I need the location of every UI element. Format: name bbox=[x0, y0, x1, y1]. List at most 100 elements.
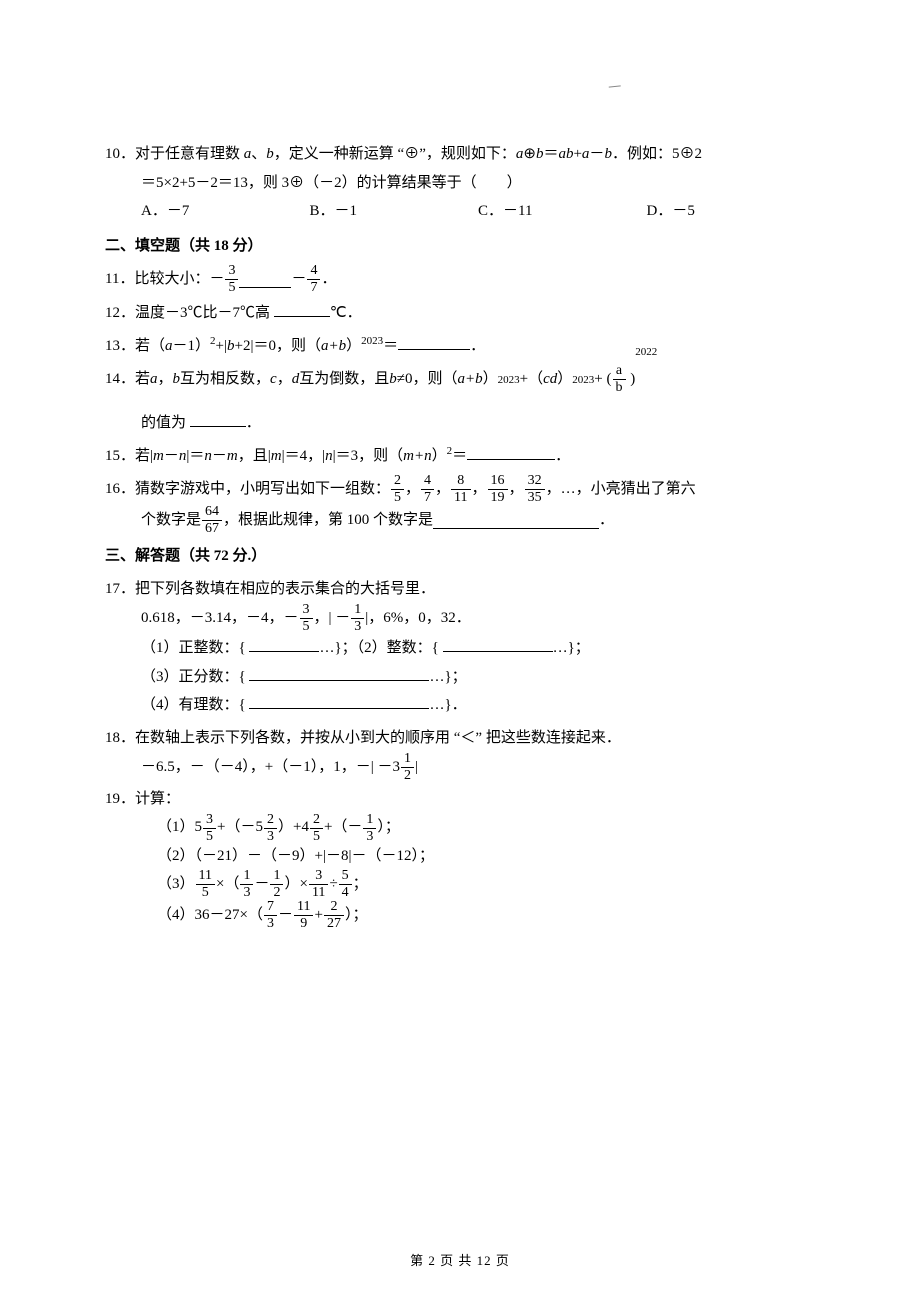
q10-opt-b: B．－1 bbox=[310, 197, 479, 226]
q14-l1j: + ( bbox=[594, 365, 611, 394]
q16-tail: ． bbox=[599, 506, 614, 535]
n: 3 bbox=[203, 813, 216, 829]
q12-blank[interactable] bbox=[274, 300, 330, 318]
q14-fn: a bbox=[613, 364, 626, 380]
q16-blank[interactable] bbox=[433, 512, 599, 530]
section-3-heading: 三、解答题（共 72 分.） bbox=[105, 542, 815, 571]
d: 11 bbox=[309, 885, 328, 900]
q16-f1n: 2 bbox=[391, 474, 404, 490]
q14-l2a: 的值为 bbox=[141, 415, 190, 431]
q16-c3: ， bbox=[472, 475, 487, 504]
q14-blank[interactable] bbox=[190, 410, 246, 428]
d: 3 bbox=[264, 829, 277, 844]
q11-f1n: 3 bbox=[225, 264, 238, 280]
q10-t5: ＝ bbox=[543, 146, 558, 162]
q16-c2: ， bbox=[435, 475, 450, 504]
question-13: 13．若（a－1）2+|b+2|＝0，则（a+b）2023＝． bbox=[105, 332, 815, 361]
q13-tail: ． bbox=[470, 338, 485, 354]
q13-pre: 13．若（ bbox=[105, 338, 165, 354]
q15-m7: ） bbox=[432, 448, 447, 464]
q17-b4[interactable] bbox=[249, 692, 429, 710]
q10-opt-a: A．－7 bbox=[141, 197, 310, 226]
q14-frac-wrap: ab ) 2022 bbox=[612, 364, 636, 395]
q19-p3: （3） 115 ×（ 13 － 12 ）× 311 ÷ 54 ； bbox=[105, 869, 815, 900]
n: 2 bbox=[264, 813, 277, 829]
q16-l2a: 个数字是 bbox=[141, 506, 201, 535]
q17-b3[interactable] bbox=[249, 663, 429, 681]
q19p1-f2: 23 bbox=[264, 813, 277, 844]
d: 27 bbox=[324, 916, 344, 931]
q18-head: 18．在数轴上表示下列各数，并按从小到大的顺序用 “＜” 把这些数连接起来． bbox=[105, 724, 815, 753]
q16-f1d: 5 bbox=[391, 490, 404, 505]
q16-line1: 16．猜数字游戏中，小明写出如下一组数： 25， 47， 811， 1619， … bbox=[105, 474, 815, 505]
q19p1-f1: 35 bbox=[203, 813, 216, 844]
q15-blank[interactable] bbox=[467, 442, 555, 460]
q13-m3: ） bbox=[346, 338, 361, 354]
q17-sub3: （3）正分数：{ …}； bbox=[105, 663, 815, 692]
q17-b1[interactable] bbox=[249, 635, 319, 653]
q19p3-f1: 115 bbox=[196, 869, 215, 900]
q15-n3: n bbox=[325, 448, 333, 464]
q10-var-b3: b bbox=[604, 146, 612, 162]
q14-ab: a+b bbox=[457, 365, 482, 394]
q13-exp: 2023 bbox=[361, 335, 383, 347]
q18-l: －6.5，－（－4），+（－1），1，－| －3 bbox=[141, 753, 400, 782]
corner-mark bbox=[607, 71, 621, 87]
q19p3-f3: 12 bbox=[270, 869, 283, 900]
q14-l1i: ） bbox=[557, 365, 572, 394]
q17-s4a: （4）有理数：{ bbox=[141, 697, 249, 713]
q15-m1: － bbox=[164, 448, 179, 464]
question-14: 14．若 a，b 互为相反数，c，d 互为倒数，且 b≠0，则（a+b）2023… bbox=[105, 364, 815, 438]
q19p4-f2: 119 bbox=[294, 900, 313, 931]
q17-f2: 13 bbox=[351, 603, 364, 634]
q13-ab: a+b bbox=[321, 338, 346, 354]
q17-lb: ，| － bbox=[314, 604, 351, 633]
q17-la: 0.618，－3.14，－4，－ bbox=[141, 604, 299, 633]
q16-f1: 25 bbox=[391, 474, 404, 505]
n: 11 bbox=[196, 869, 215, 885]
d: 5 bbox=[310, 829, 323, 844]
q10-opt-c: C．－11 bbox=[478, 197, 647, 226]
q19p1-a: +（－5 bbox=[217, 815, 263, 841]
question-11: 11．比较大小：－ 35 － 47 ． bbox=[105, 264, 815, 295]
q18-f1n: 1 bbox=[401, 752, 414, 768]
q17-s3a: （3）正分数：{ bbox=[141, 669, 249, 685]
d: 9 bbox=[294, 916, 313, 931]
q14-a: a bbox=[150, 365, 158, 394]
q16-f2: 47 bbox=[421, 474, 434, 505]
page-footer: 第 2 页 共 12 页 bbox=[0, 1249, 920, 1274]
q16-f4: 1619 bbox=[488, 474, 508, 505]
q11-f2n: 4 bbox=[307, 264, 320, 280]
q17-b2[interactable] bbox=[443, 635, 553, 653]
q16-f3: 811 bbox=[451, 474, 470, 505]
q15-n2: n bbox=[204, 448, 212, 464]
q19p1-d: ）； bbox=[377, 815, 400, 841]
q10-t6: + bbox=[573, 146, 581, 162]
q19p3-c: ÷ bbox=[329, 872, 337, 898]
q14-cd: cd bbox=[543, 365, 557, 394]
q15-m3v: m bbox=[271, 448, 282, 464]
n: 5 bbox=[339, 869, 352, 885]
q14-frac: ab bbox=[613, 364, 626, 395]
q13-blank[interactable] bbox=[398, 332, 470, 350]
q19-p1: （1）5 35 +（－5 23 ）+4 25 +（－ 13 ）； bbox=[105, 813, 815, 844]
q16-f5d: 35 bbox=[525, 490, 545, 505]
n: 2 bbox=[324, 900, 344, 916]
q14-l1a: 14．若 bbox=[105, 365, 150, 394]
n: 1 bbox=[240, 869, 253, 885]
q15-m: m bbox=[153, 448, 164, 464]
q17-s1c: …}； bbox=[553, 640, 590, 656]
q15-pre: 15．若| bbox=[105, 448, 153, 464]
q16-f2n: 4 bbox=[421, 474, 434, 490]
n: 1 bbox=[270, 869, 283, 885]
q15-m2: |＝ bbox=[186, 448, 204, 464]
q12-pre: 12．温度－3℃比－7℃高 bbox=[105, 305, 274, 321]
q11-blank[interactable] bbox=[239, 271, 291, 289]
q16-f6n: 64 bbox=[202, 505, 222, 521]
d: 3 bbox=[363, 829, 376, 844]
q12-tail: ℃． bbox=[330, 305, 362, 321]
question-12: 12．温度－3℃比－7℃高 ℃． bbox=[105, 299, 815, 328]
q18-tail: | bbox=[415, 753, 418, 782]
q19p3-b: ）× bbox=[284, 872, 307, 898]
q19p4-lead: （4）36－27×（ bbox=[157, 903, 263, 929]
